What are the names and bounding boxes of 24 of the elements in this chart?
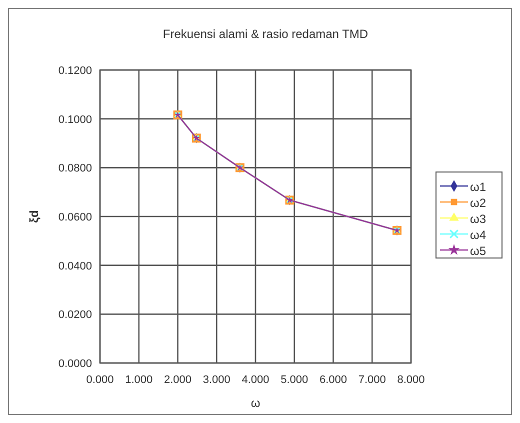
y-tick-label: 0.1200 xyxy=(58,65,92,77)
legend-label: ω4 xyxy=(470,228,486,242)
y-axis-title: ξd xyxy=(27,210,41,223)
y-tick-label: 0.1000 xyxy=(58,114,92,126)
x-tick-label: 1.000 xyxy=(125,374,153,386)
legend-label: ω1 xyxy=(470,180,486,194)
x-tick-label: 0.000 xyxy=(86,374,114,386)
legend-label: ω3 xyxy=(470,212,486,226)
x-tick-label: 2.000 xyxy=(164,374,192,386)
x-tick-label: 8.000 xyxy=(397,374,425,386)
y-tick-label: 0.0200 xyxy=(58,309,92,322)
x-tick-label: 3.000 xyxy=(202,374,230,386)
y-tick-label: 0.0800 xyxy=(58,162,92,175)
x-axis-title: ω xyxy=(250,396,260,410)
y-tick-label: 0.0600 xyxy=(58,212,92,224)
x-tick-label: 4.000 xyxy=(242,374,270,386)
x-tick-label: 7.000 xyxy=(358,374,386,386)
x-tick-label: 6.000 xyxy=(319,374,348,386)
legend-label: ω2 xyxy=(470,196,486,210)
y-tick-label: 0.0400 xyxy=(58,260,92,272)
x-tick-label: 5.000 xyxy=(280,374,308,386)
y-tick-label: 0.0000 xyxy=(58,358,92,370)
legend-label: ω5 xyxy=(470,244,486,258)
chart-title: Frekuensi alami & rasio redaman TMD xyxy=(162,27,368,41)
